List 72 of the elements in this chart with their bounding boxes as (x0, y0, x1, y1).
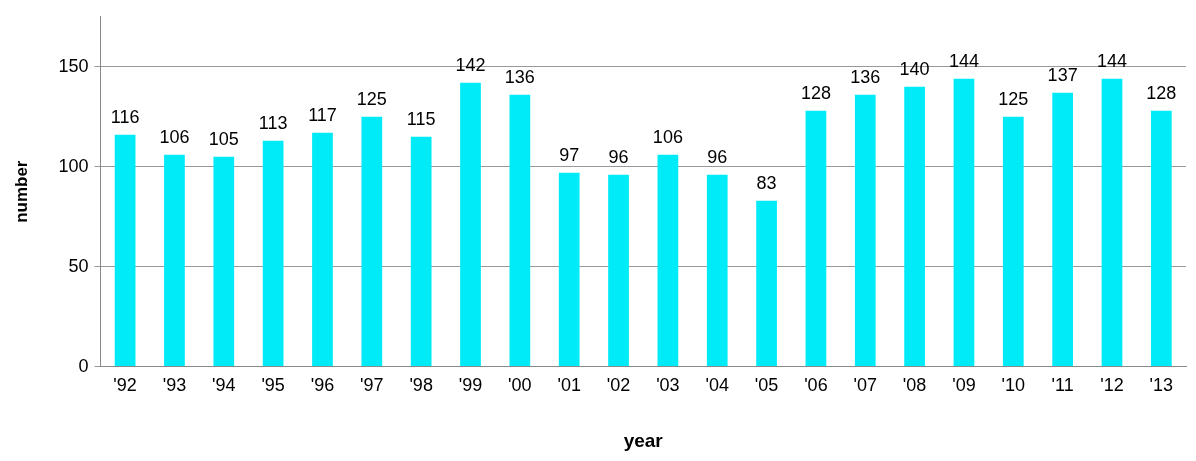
bar (164, 154, 185, 367)
bar (805, 110, 827, 367)
bar (312, 132, 333, 367)
x-tick-label: '97 (360, 375, 384, 396)
x-tick-label: '12 (1100, 375, 1124, 396)
x-tick-label: '04 (705, 375, 729, 396)
bar (114, 134, 136, 367)
data-label: 96 (707, 146, 728, 167)
y-tick-label: 100 (58, 155, 89, 176)
bar (460, 82, 481, 367)
x-tick-label: '92 (113, 375, 137, 396)
bar (361, 116, 383, 367)
bar (657, 154, 679, 367)
x-tick-label: '05 (754, 375, 779, 396)
bar (1150, 110, 1172, 367)
data-label: 144 (1096, 50, 1128, 71)
bar (213, 156, 235, 367)
data-label: 136 (850, 66, 881, 87)
y-tick-label: 150 (58, 55, 89, 76)
x-tick-label: '02 (606, 375, 631, 396)
x-tick-label: '07 (853, 375, 877, 396)
bar (1101, 78, 1123, 367)
x-tick-label: '99 (458, 375, 483, 396)
x-axis-title: year (623, 429, 664, 451)
data-label: 106 (652, 126, 683, 147)
bar (706, 174, 728, 367)
x-tick-label: '08 (902, 375, 927, 396)
data-label: 113 (258, 112, 288, 133)
data-label: 117 (308, 104, 337, 125)
x-tick-label: '13 (1149, 375, 1174, 396)
data-label: 116 (110, 106, 140, 127)
bar (410, 136, 432, 367)
bar (608, 174, 629, 367)
data-label: 125 (356, 88, 387, 109)
x-tick-label: '93 (162, 375, 187, 396)
x-tick-label: '98 (409, 375, 433, 396)
data-label: 142 (455, 54, 486, 75)
x-tick-label: '11 (1051, 375, 1074, 396)
x-tick-label: '96 (310, 375, 335, 396)
data-label: 144 (948, 50, 979, 71)
x-tick-label: '00 (508, 375, 532, 396)
data-label: 128 (800, 82, 831, 103)
x-tick-label: '09 (952, 375, 976, 396)
bar (756, 200, 777, 367)
bar (558, 172, 580, 367)
x-tick-label: '06 (804, 375, 828, 396)
data-label: 128 (1146, 82, 1177, 103)
data-label: 136 (504, 66, 535, 87)
x-tick-label: '94 (212, 375, 236, 396)
y-tick-label: 0 (78, 355, 89, 376)
data-label: 97 (559, 144, 580, 165)
data-label: 106 (159, 126, 190, 147)
bar (1002, 116, 1024, 367)
bar (509, 94, 531, 367)
data-label: 83 (756, 172, 777, 193)
x-tick-label: '10 (1001, 375, 1026, 396)
y-tick-label: 50 (68, 255, 89, 276)
data-label: 105 (208, 128, 239, 149)
bar (854, 94, 876, 367)
bar (904, 86, 925, 367)
bar (262, 140, 284, 367)
x-tick-label: '03 (656, 375, 680, 396)
bar (953, 78, 975, 367)
data-label: 96 (608, 146, 629, 167)
bar (1052, 92, 1073, 367)
x-tick-label: '95 (261, 375, 285, 396)
data-label: 125 (998, 88, 1029, 109)
y-axis-title: number (11, 160, 31, 223)
x-tick-label: '01 (557, 375, 581, 396)
data-label: 140 (899, 58, 930, 79)
data-label: 137 (1047, 64, 1078, 85)
data-label: 115 (406, 108, 436, 129)
